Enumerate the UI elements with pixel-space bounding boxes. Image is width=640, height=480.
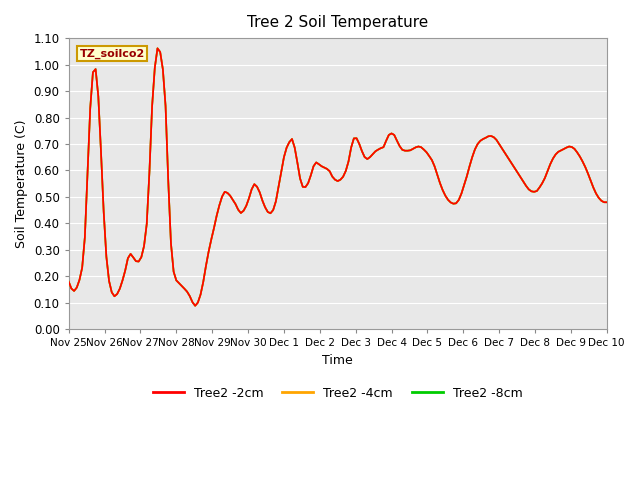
Y-axis label: Soil Temperature (C): Soil Temperature (C)	[15, 120, 28, 248]
Legend: Tree2 -2cm, Tree2 -4cm, Tree2 -8cm: Tree2 -2cm, Tree2 -4cm, Tree2 -8cm	[148, 382, 528, 405]
X-axis label: Time: Time	[323, 354, 353, 367]
Title: Tree 2 Soil Temperature: Tree 2 Soil Temperature	[247, 15, 428, 30]
Text: TZ_soilco2: TZ_soilco2	[79, 48, 145, 59]
